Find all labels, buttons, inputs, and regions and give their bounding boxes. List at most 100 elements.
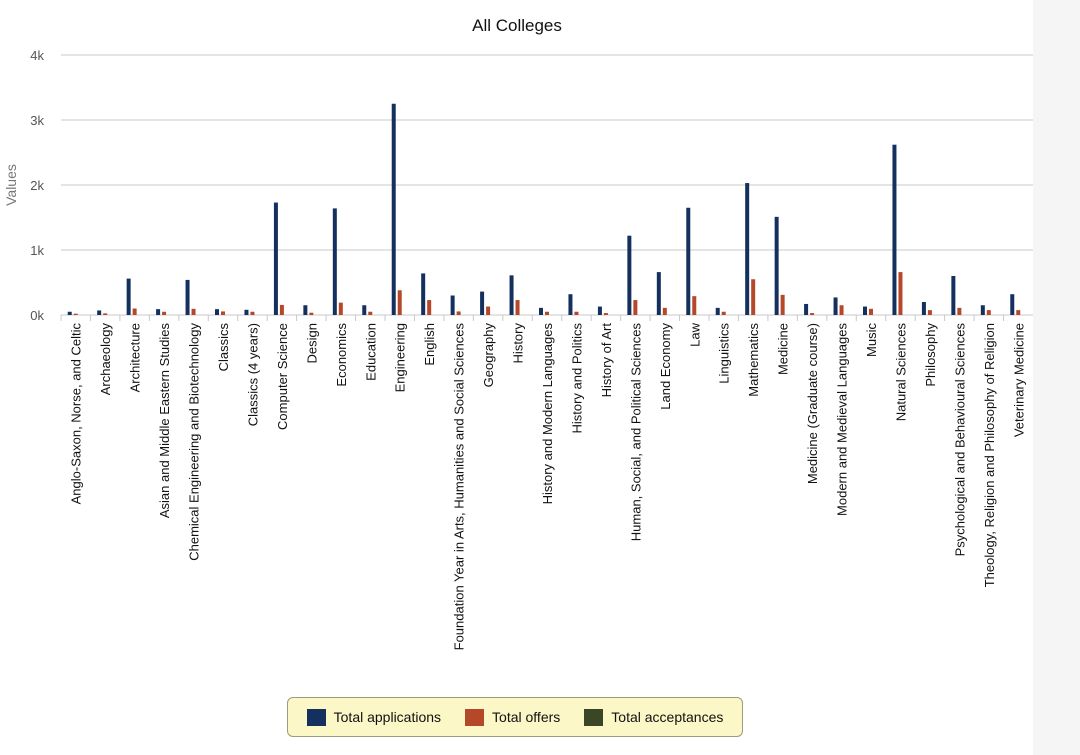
bar-total-applications[interactable] (951, 276, 956, 315)
bar-total-applications[interactable] (568, 294, 573, 315)
bar-total-applications[interactable] (539, 307, 543, 315)
bar-total-applications[interactable] (833, 297, 838, 315)
bar-total-applications[interactable] (303, 305, 308, 315)
bar-total-applications[interactable] (863, 306, 867, 315)
bar-total-offers[interactable] (957, 307, 962, 315)
y-axis-label: Values (3, 164, 19, 206)
legend-item-acceptances[interactable]: Total acceptances (584, 708, 724, 726)
bar-total-applications[interactable] (215, 309, 219, 315)
bar-total-offers[interactable] (73, 313, 78, 315)
x-tick-label: Medicine (776, 323, 791, 375)
bar-total-applications[interactable] (421, 273, 426, 315)
y-tick-label: 3k (30, 113, 44, 128)
bar-total-applications[interactable] (185, 279, 190, 315)
bar-total-offers[interactable] (427, 300, 432, 315)
bar-total-offers[interactable] (721, 311, 726, 315)
bar-total-offers[interactable] (869, 308, 873, 315)
bar-total-applications[interactable] (450, 295, 455, 316)
x-tick-label: Music (864, 323, 879, 357)
bar-total-applications[interactable] (715, 307, 720, 315)
bar-total-applications[interactable] (627, 235, 632, 315)
x-tick-label: Classics (216, 323, 231, 372)
bar-total-offers[interactable] (662, 307, 667, 315)
bar-total-offers[interactable] (103, 313, 108, 315)
bar-total-applications[interactable] (921, 302, 926, 315)
bars (67, 103, 1021, 316)
bar-total-offers[interactable] (279, 304, 284, 315)
bar-total-applications[interactable] (391, 103, 396, 315)
gridlines (60, 54, 1033, 321)
bar-total-offers[interactable] (486, 306, 491, 315)
bar-total-offers[interactable] (692, 296, 697, 315)
x-tick-label: Computer Science (275, 323, 290, 430)
x-axis-ticks: Anglo-Saxon, Norse, and Celtic Archaeolog… (69, 322, 1027, 650)
bar-total-applications[interactable] (774, 216, 779, 315)
bar-total-offers[interactable] (927, 310, 932, 315)
x-tick-label: Human, Social, and Political Sciences (628, 323, 643, 542)
bar-total-offers[interactable] (545, 311, 549, 315)
x-tick-label: Foundation Year in Arts, Humanities and … (452, 323, 467, 651)
bar-total-offers[interactable] (191, 308, 196, 315)
bar-total-applications[interactable] (656, 272, 661, 315)
bar-total-applications[interactable] (332, 208, 337, 315)
bar-total-offers[interactable] (221, 311, 225, 315)
x-tick-label: History of Art (599, 323, 614, 398)
bar-total-applications[interactable] (362, 305, 367, 315)
legend-swatch-acceptances (584, 708, 604, 726)
bar-total-offers[interactable] (250, 311, 255, 315)
legend-label-applications: Total applications (333, 709, 442, 725)
bar-total-offers[interactable] (839, 305, 844, 315)
bar-total-offers[interactable] (309, 312, 314, 315)
bar-total-offers[interactable] (751, 279, 756, 315)
bar-total-offers[interactable] (132, 308, 137, 316)
bar-total-applications[interactable] (156, 309, 161, 315)
y-tick-label: 0k (30, 308, 44, 323)
x-tick-label: Natural Sciences (893, 323, 908, 422)
bar-total-offers[interactable] (338, 302, 343, 315)
bar-total-applications[interactable] (804, 303, 809, 315)
bar-total-offers[interactable] (574, 311, 579, 315)
bar-total-applications[interactable] (597, 306, 602, 315)
x-tick-label: Archaeology (98, 323, 113, 396)
x-tick-label: History and Modern Languages (540, 323, 555, 505)
bar-total-applications[interactable] (1010, 294, 1015, 315)
x-tick-label: Economics (334, 323, 349, 387)
x-tick-label: Law (687, 322, 702, 346)
bar-total-applications[interactable] (480, 291, 485, 315)
bar-total-applications[interactable] (892, 144, 897, 315)
bar-total-applications[interactable] (509, 275, 514, 315)
bar-total-offers[interactable] (368, 311, 373, 315)
legend-item-applications[interactable]: Total applications (306, 708, 442, 726)
bar-total-offers[interactable] (456, 311, 461, 315)
bar-total-applications[interactable] (126, 278, 131, 315)
x-tick-label: Education (363, 323, 378, 381)
legend-label-acceptances: Total acceptances (611, 709, 724, 725)
x-tick-label: Modern and Medieval Languages (835, 323, 850, 516)
bar-total-applications[interactable] (67, 311, 72, 315)
bar-total-applications[interactable] (686, 207, 691, 315)
bar-total-offers[interactable] (780, 294, 785, 315)
bar-total-applications[interactable] (980, 305, 985, 315)
bar-total-offers[interactable] (633, 300, 638, 315)
x-tick-label: History (511, 323, 526, 364)
x-tick-label: Architecture (128, 323, 143, 392)
x-tick-label: Theology, Religion and Philosophy of Rel… (982, 323, 997, 587)
bar-total-offers[interactable] (603, 313, 608, 315)
bar-total-applications[interactable] (244, 309, 249, 315)
bar-total-applications[interactable] (273, 202, 278, 315)
bar-total-offers[interactable] (397, 290, 402, 315)
bar-total-offers[interactable] (898, 272, 903, 315)
legend-item-offers[interactable]: Total offers (465, 708, 560, 726)
bar-total-offers[interactable] (162, 311, 167, 315)
x-tick-label: Psychological and Behavioural Sciences (952, 323, 967, 557)
bar-total-offers[interactable] (810, 313, 815, 315)
x-tick-label: History and Politics (569, 323, 584, 434)
x-tick-label: Design (304, 323, 319, 363)
bar-total-offers[interactable] (515, 300, 520, 315)
bar-total-offers[interactable] (1016, 310, 1021, 315)
bar-total-applications[interactable] (97, 310, 102, 315)
x-tick-label: Veterinary Medicine (1011, 323, 1026, 437)
bar-total-offers[interactable] (986, 310, 991, 315)
x-tick-label: Chemical Engineering and Biotechnology (187, 323, 202, 561)
bar-total-applications[interactable] (745, 183, 750, 315)
